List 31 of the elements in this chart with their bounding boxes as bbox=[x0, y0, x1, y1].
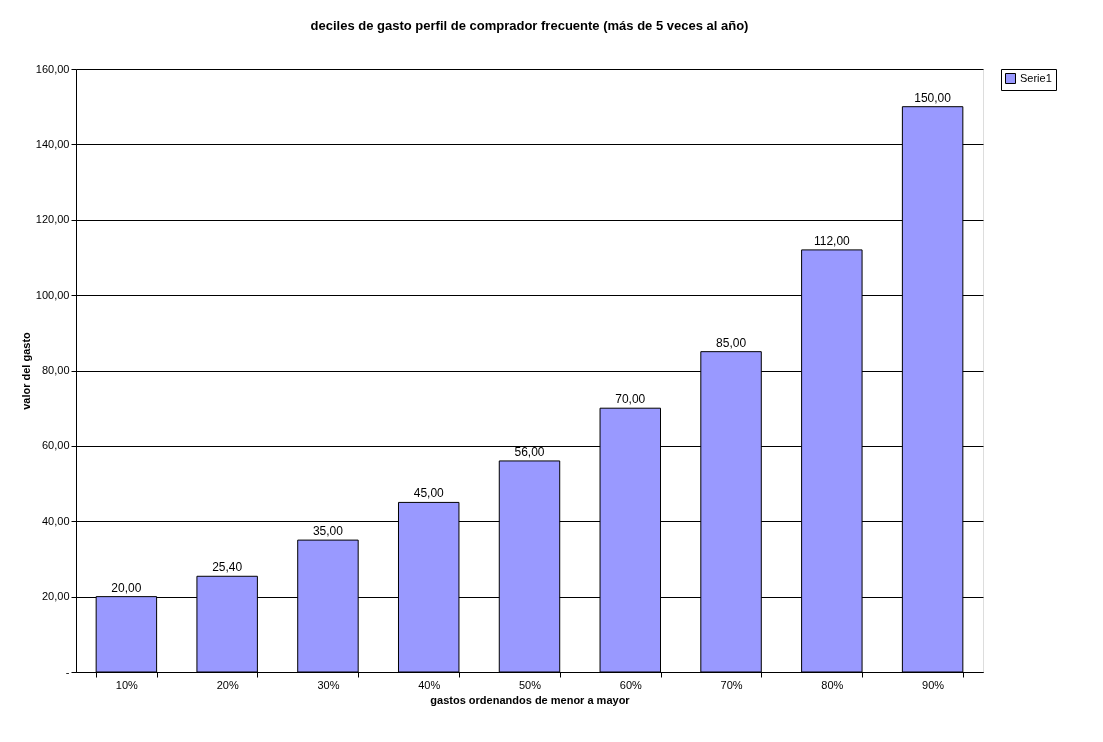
data-label: 150,00 bbox=[914, 90, 952, 105]
y-tick-label: 160,00 bbox=[35, 62, 70, 75]
x-tick-label: 90% bbox=[922, 678, 945, 691]
y-axis-title: valor del gasto bbox=[19, 331, 32, 410]
data-label: 70,00 bbox=[615, 392, 646, 407]
x-tick-label: 50% bbox=[518, 678, 542, 691]
data-label: 85,00 bbox=[716, 335, 747, 350]
x-tick-label: 20% bbox=[216, 678, 239, 691]
data-label: 45,00 bbox=[413, 486, 445, 501]
x-tick-label: 10% bbox=[115, 678, 139, 691]
x-axis-title: gastos ordenandos de menor a mayor bbox=[430, 693, 631, 706]
data-label: 56,00 bbox=[514, 444, 545, 459]
y-tick-label: 80,00 bbox=[41, 364, 70, 376]
data-label: 112,00 bbox=[813, 233, 851, 248]
data-label: 35,00 bbox=[312, 524, 344, 539]
x-tick-label: 70% bbox=[720, 678, 743, 691]
legend-label: Serie1 bbox=[1020, 71, 1052, 84]
y-tick-label: - bbox=[65, 665, 70, 678]
y-tick-label: 20,00 bbox=[41, 590, 70, 603]
chart-title: deciles de gasto perfil de comprador frecuente (más de 5 veces al año) bbox=[310, 18, 749, 33]
y-tick-label: 100,00 bbox=[35, 288, 70, 301]
x-tick-label: 30% bbox=[317, 678, 340, 691]
y-tick-label: 40,00 bbox=[41, 514, 70, 527]
y-tick-label: 120,00 bbox=[35, 213, 70, 226]
y-tick-label: 60,00 bbox=[41, 439, 70, 452]
x-tick-label: 40% bbox=[418, 678, 441, 691]
x-tick-label: 60% bbox=[619, 678, 642, 691]
data-label: 25,40 bbox=[212, 560, 243, 575]
y-tick-label: 140,00 bbox=[35, 137, 70, 150]
x-tick-label: 80% bbox=[821, 678, 844, 691]
data-label: 20,00 bbox=[111, 580, 142, 595]
